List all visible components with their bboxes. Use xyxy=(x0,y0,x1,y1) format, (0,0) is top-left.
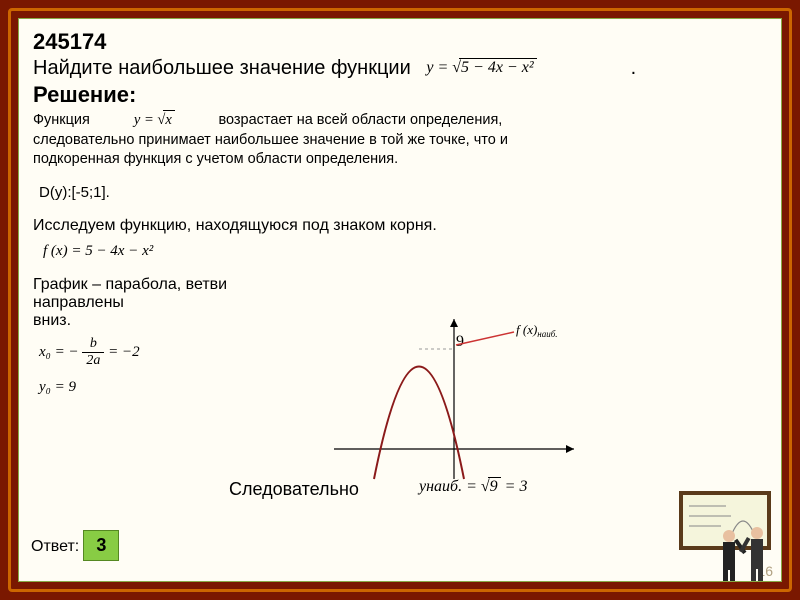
peak-label: 9 xyxy=(456,333,464,350)
answer-row: Ответ: 3 xyxy=(31,530,119,561)
corner-illustration xyxy=(671,491,781,581)
content-card: 245174 Найдите наибольшее значение функц… xyxy=(18,18,782,582)
fmax-label: f (x)наиб. xyxy=(516,322,558,339)
task-text: Найдите наибольшее значение функции xyxy=(33,57,411,79)
parabola-graph: 9 f (x)наиб. xyxy=(324,314,584,484)
fx-formula: f (x) = 5 − 4x − x² xyxy=(43,243,767,260)
main-formula: y = √5 − 4x − x² xyxy=(426,59,540,76)
sqrt-x-formula: y = √x xyxy=(134,112,179,128)
problem-statement: Найдите наибольшее значение функции y = … xyxy=(33,57,767,80)
solution-heading: Решение: xyxy=(33,82,767,108)
domain-text: D(y):[-5;1]. xyxy=(39,184,767,201)
problem-number: 245174 xyxy=(33,29,767,55)
period: . xyxy=(631,57,637,79)
answer-value: 3 xyxy=(83,530,119,561)
answer-label: Ответ: xyxy=(31,538,79,555)
solution-body: Функция y = √x возрастает на всей област… xyxy=(33,110,767,170)
investigate-text: Исследуем функцию, находящуюся под знако… xyxy=(33,217,767,235)
